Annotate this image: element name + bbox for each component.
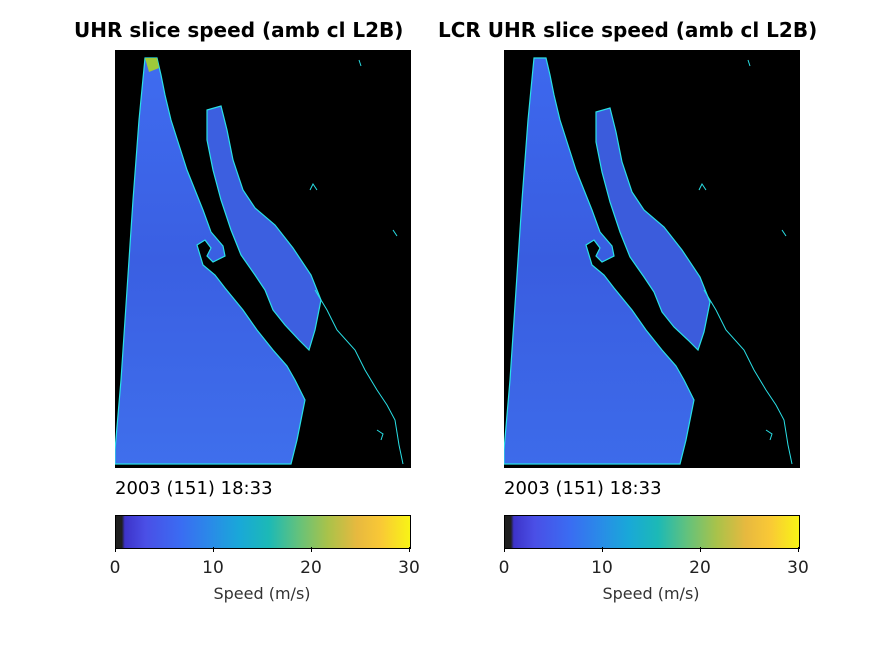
- gulf-swath: [595, 107, 711, 352]
- coast-fragment: [358, 59, 362, 67]
- timestamp-left: 2003 (151) 18:33: [115, 478, 273, 499]
- coast-line-east: [703, 289, 793, 465]
- colorbar-tick-label: 30: [398, 558, 420, 578]
- colorbar-tickmark: [602, 547, 603, 552]
- colorbar-tick-label: 10: [202, 558, 224, 578]
- colorbar-tickmark: [798, 547, 799, 552]
- gulf-swath: [206, 105, 322, 352]
- colorbar-right: [504, 515, 800, 549]
- speed-map-left: [115, 50, 411, 468]
- panel-title-right: LCR UHR slice speed (amb cl L2B): [438, 18, 818, 42]
- colorbar-tick-label: 20: [689, 558, 711, 578]
- coast-highlight: [145, 58, 159, 72]
- coast-fragment: [376, 429, 384, 441]
- colorbar-tickmark: [700, 547, 701, 552]
- speed-map-right: [504, 50, 800, 468]
- timestamp-right: 2003 (151) 18:33: [504, 478, 662, 499]
- colorbar-tickmark: [213, 547, 214, 552]
- colorbar-tick-label: 0: [498, 558, 510, 578]
- colorbar-tick-label: 20: [300, 558, 322, 578]
- colorbar-tick-label: 30: [787, 558, 809, 578]
- coast-fragment: [747, 59, 751, 67]
- coast-fragment: [765, 429, 773, 441]
- colorbar-left: [115, 515, 411, 549]
- coast-fragment: [698, 183, 707, 191]
- colorbar-tick-label: 10: [591, 558, 613, 578]
- colorbar-tickmark: [409, 547, 410, 552]
- colorbar-tickmark: [115, 547, 116, 552]
- coast-line-east: [314, 289, 404, 465]
- panel-title-left: UHR slice speed (amb cl L2B): [74, 18, 404, 42]
- ocean-swath: [504, 57, 695, 465]
- coast-fragment: [309, 183, 318, 191]
- colorbar-label-right: Speed (m/s): [602, 584, 700, 603]
- coast-fragment: [781, 229, 787, 237]
- colorbar-tickmark: [311, 547, 312, 552]
- coast-fragment: [392, 229, 398, 237]
- colorbar-label-left: Speed (m/s): [213, 584, 311, 603]
- colorbar-tickmark: [504, 547, 505, 552]
- colorbar-tick-label: 0: [109, 558, 121, 578]
- ocean-swath: [115, 57, 306, 465]
